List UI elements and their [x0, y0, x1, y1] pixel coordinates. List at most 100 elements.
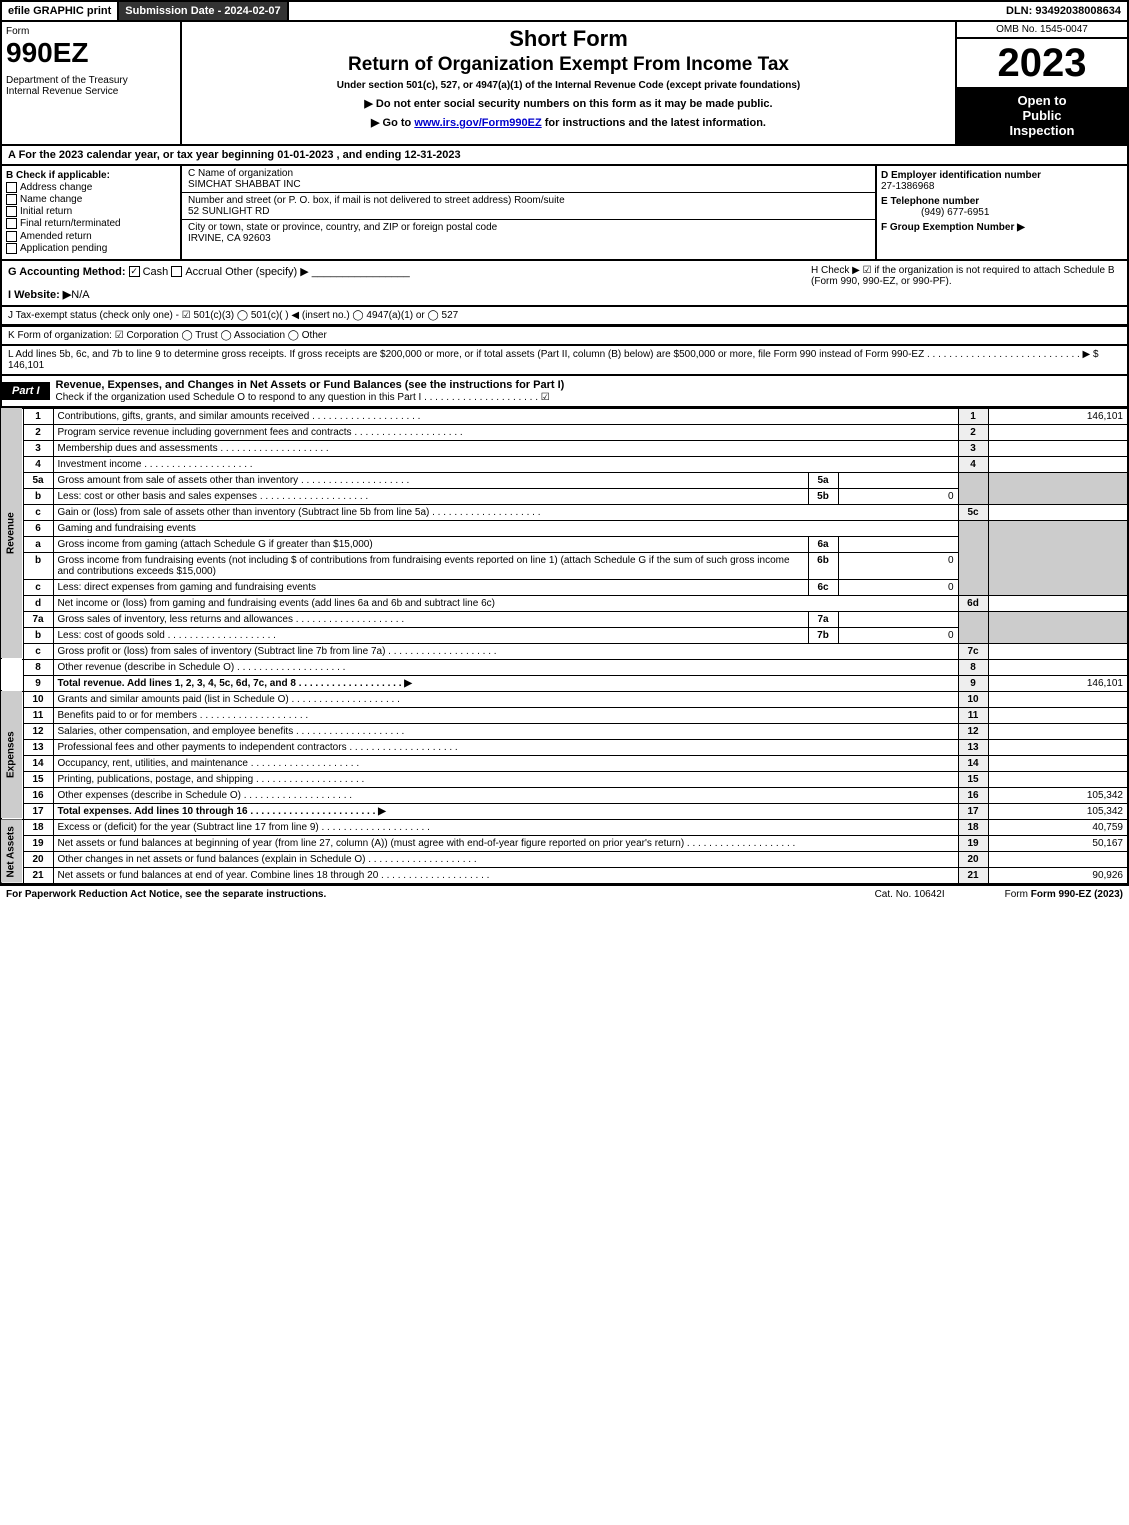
line-17-desc: Total expenses. Add lines 10 through 16 …: [53, 803, 958, 819]
form-ref: Form Form 990-EZ (2023): [1005, 889, 1123, 900]
line-7b-val: 0: [838, 627, 958, 643]
line-5b-val: 0: [838, 488, 958, 504]
line-16-desc: Other expenses (describe in Schedule O): [53, 787, 958, 803]
chk-cash[interactable]: ✓: [129, 266, 140, 277]
col-b-check-applicable: B Check if applicable: Address change Na…: [2, 166, 182, 259]
line-11-desc: Benefits paid to or for members: [53, 707, 958, 723]
line-16-val: 105,342: [988, 787, 1128, 803]
col-d-ein-phone: D Employer identification number27-13869…: [877, 166, 1127, 259]
line-21-val: 90,926: [988, 867, 1128, 884]
form-header: Form 990EZ Department of the Treasury In…: [0, 22, 1129, 146]
chk-amended-return[interactable]: Amended return: [6, 231, 176, 242]
line-6-desc: Gaming and fundraising events: [53, 520, 958, 536]
side-label-revenue: Revenue: [1, 408, 23, 659]
line-7c-desc: Gross profit or (loss) from sales of inv…: [53, 643, 958, 659]
phone-label: E Telephone number: [881, 196, 979, 207]
row-j-tax-exempt: J Tax-exempt status (check only one) - ☑…: [0, 307, 1129, 326]
ein-value: 27-1386968: [881, 181, 934, 192]
goto-instructions: ▶ Go to www.irs.gov/Form990EZ for instru…: [190, 116, 947, 129]
dept-treasury: Department of the Treasury Internal Reve…: [6, 75, 176, 97]
part-1-check-text: Check if the organization used Schedule …: [56, 392, 550, 403]
ein-label: D Employer identification number: [881, 170, 1041, 181]
dln: DLN: 93492038008634: [1000, 2, 1127, 20]
line-5c-desc: Gain or (loss) from sale of assets other…: [53, 504, 958, 520]
line-3-desc: Membership dues and assessments: [53, 440, 958, 456]
line-5a-desc: Gross amount from sale of assets other t…: [53, 472, 808, 488]
line-6c-val: 0: [838, 579, 958, 595]
efile-label[interactable]: efile GRAPHIC print: [2, 2, 119, 20]
chk-name-change[interactable]: Name change: [6, 194, 176, 205]
section-b-c-d: B Check if applicable: Address change Na…: [0, 166, 1129, 261]
chk-final-return[interactable]: Final return/terminated: [6, 218, 176, 229]
form-number: 990EZ: [6, 37, 176, 69]
ssn-warning: ▶ Do not enter social security numbers o…: [190, 97, 947, 110]
line-19-val: 50,167: [988, 835, 1128, 851]
row-l-gross-receipts: L Add lines 5b, 6c, and 7b to line 9 to …: [0, 346, 1129, 376]
phone-value: (949) 677-6951: [881, 207, 989, 218]
part-1-label: Part I: [2, 382, 50, 400]
chk-address-change[interactable]: Address change: [6, 182, 176, 193]
cat-no: Cat. No. 10642I: [875, 889, 945, 900]
row-h-schedule-b: H Check ▶ ☑ if the organization is not r…: [811, 265, 1121, 301]
line-21-desc: Net assets or fund balances at end of ye…: [53, 867, 958, 884]
paperwork-notice: For Paperwork Reduction Act Notice, see …: [6, 889, 326, 900]
group-exemption-label: F Group Exemption Number ▶: [881, 222, 1025, 233]
gross-receipts-amount: 146,101: [8, 360, 44, 371]
website-value: N/A: [71, 289, 89, 301]
line-10-desc: Grants and similar amounts paid (list in…: [53, 691, 958, 707]
side-label-net-assets: Net Assets: [1, 819, 23, 884]
street-label: Number and street (or P. O. box, if mail…: [188, 195, 869, 206]
row-a-tax-year: A For the 2023 calendar year, or tax yea…: [0, 146, 1129, 166]
street-address: 52 SUNLIGHT RD: [188, 206, 869, 217]
line-1-val: 146,101: [988, 408, 1128, 424]
line-8-desc: Other revenue (describe in Schedule O): [53, 659, 958, 675]
line-17-val: 105,342: [988, 803, 1128, 819]
chk-application-pending[interactable]: Application pending: [6, 243, 176, 254]
line-15-desc: Printing, publications, postage, and shi…: [53, 771, 958, 787]
line-9-desc: Total revenue. Add lines 1, 2, 3, 4, 5c,…: [53, 675, 958, 691]
part-1-header: Part I Revenue, Expenses, and Changes in…: [0, 376, 1129, 408]
line-6a-desc: Gross income from gaming (attach Schedul…: [53, 536, 808, 552]
chk-initial-return[interactable]: Initial return: [6, 206, 176, 217]
org-name-label: C Name of organization: [188, 168, 869, 179]
line-6b-val: 0: [838, 552, 958, 579]
org-name: SIMCHAT SHABBAT INC: [188, 179, 869, 190]
submission-date: Submission Date - 2024-02-07: [119, 2, 288, 20]
line-5b-desc: Less: cost or other basis and sales expe…: [53, 488, 808, 504]
top-bar: efile GRAPHIC print Submission Date - 20…: [0, 0, 1129, 22]
row-g-h: G Accounting Method: ✓Cash Accrual Other…: [0, 261, 1129, 307]
part-1-title: Revenue, Expenses, and Changes in Net As…: [56, 379, 565, 391]
line-6d-desc: Net income or (loss) from gaming and fun…: [53, 595, 958, 611]
irs-link[interactable]: www.irs.gov/Form990EZ: [414, 117, 541, 129]
return-title: Return of Organization Exempt From Incom…: [190, 54, 947, 76]
city-label: City or town, state or province, country…: [188, 222, 869, 233]
line-9-val: 146,101: [988, 675, 1128, 691]
line-13-desc: Professional fees and other payments to …: [53, 739, 958, 755]
side-label-expenses: Expenses: [1, 691, 23, 819]
col-c-org-info: C Name of organization SIMCHAT SHABBAT I…: [182, 166, 877, 259]
line-2-desc: Program service revenue including govern…: [53, 424, 958, 440]
tax-year: 2023: [957, 39, 1127, 87]
page-footer: For Paperwork Reduction Act Notice, see …: [0, 885, 1129, 903]
line-1-desc: Contributions, gifts, grants, and simila…: [53, 408, 958, 424]
line-6b-desc: Gross income from fundraising events (no…: [53, 552, 808, 579]
lines-table: Revenue 1 Contributions, gifts, grants, …: [0, 408, 1129, 885]
line-18-val: 40,759: [988, 819, 1128, 835]
row-i-website: I Website: ▶N/A: [8, 288, 811, 301]
short-form-title: Short Form: [190, 26, 947, 52]
open-public-inspection: Open to Public Inspection: [957, 87, 1127, 144]
form-label: Form: [6, 26, 176, 37]
chk-accrual[interactable]: [171, 266, 182, 277]
line-20-desc: Other changes in net assets or fund bala…: [53, 851, 958, 867]
row-k-form-org: K Form of organization: ☑ Corporation ◯ …: [0, 326, 1129, 346]
line-18-desc: Excess or (deficit) for the year (Subtra…: [53, 819, 958, 835]
line-12-desc: Salaries, other compensation, and employ…: [53, 723, 958, 739]
city-state-zip: IRVINE, CA 92603: [188, 233, 869, 244]
line-7b-desc: Less: cost of goods sold: [53, 627, 808, 643]
under-section: Under section 501(c), 527, or 4947(a)(1)…: [190, 80, 947, 91]
omb-number: OMB No. 1545-0047: [957, 22, 1127, 39]
accounting-method: G Accounting Method: ✓Cash Accrual Other…: [8, 265, 811, 278]
line-6c-desc: Less: direct expenses from gaming and fu…: [53, 579, 808, 595]
line-4-desc: Investment income: [53, 456, 958, 472]
line-14-desc: Occupancy, rent, utilities, and maintena…: [53, 755, 958, 771]
